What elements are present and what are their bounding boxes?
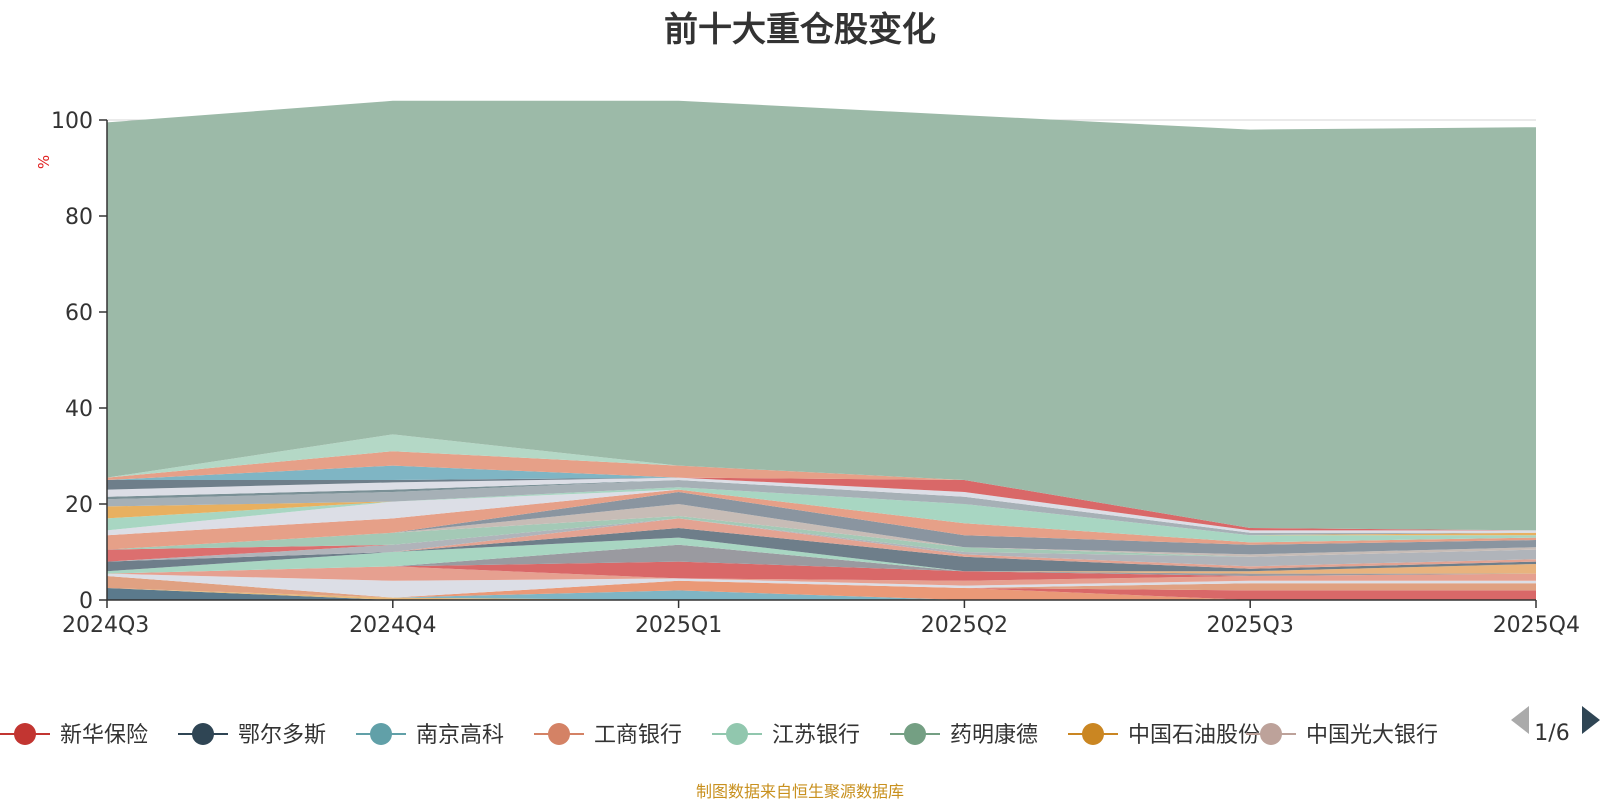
- area-band-21: [107, 487, 1536, 543]
- axes: 0 20 40 60 80 100 2024Q3 2024Q4 2025Q1 2025Q2 2025…: [51, 109, 1580, 638]
- y-tick-label: 100: [51, 109, 93, 134]
- area-series: [107, 100, 1536, 600]
- area-band-20: [107, 489, 1536, 543]
- legend-label: 药明康德: [950, 723, 1038, 748]
- legend-dot-marker: [1082, 723, 1104, 745]
- x-tick-label: 2025Q3: [1207, 613, 1294, 638]
- area-band-2: [107, 588, 1536, 600]
- area-band-7: [107, 566, 1536, 586]
- area-band-19: [107, 489, 1536, 550]
- area-band-18: [107, 492, 1536, 555]
- area-band-0: [107, 588, 1536, 600]
- x-tick-label: 2024Q3: [62, 613, 149, 638]
- area-band-4: [107, 580, 1536, 600]
- legend-next-arrow-icon[interactable]: [1582, 706, 1600, 734]
- area-band-12: [107, 528, 1536, 572]
- legend-label: 江苏银行: [772, 723, 860, 748]
- area-band-6: [107, 573, 1536, 598]
- legend-pager: 1/6: [1511, 706, 1600, 746]
- legend-dot-marker: [1260, 723, 1282, 745]
- area-band-8: [107, 561, 1536, 581]
- y-tick-label: 80: [65, 205, 93, 230]
- x-tick-label: 2025Q4: [1493, 613, 1580, 638]
- area-band-26: [107, 477, 1536, 531]
- y-tick-label: 20: [65, 493, 93, 518]
- x-tick-label: 2024Q4: [349, 613, 436, 638]
- legend-dot-marker: [14, 723, 36, 745]
- legend-item[interactable]: 新华保险: [0, 723, 148, 748]
- legend-label: 南京高科: [416, 723, 504, 748]
- legend-item[interactable]: 中国石油股份: [1068, 723, 1260, 748]
- x-tick-label: 2025Q2: [921, 613, 1008, 638]
- legend-label: 新华保险: [60, 723, 148, 748]
- area-band-3: [107, 580, 1536, 600]
- legend-item[interactable]: 工商银行: [534, 723, 682, 748]
- legend-item[interactable]: 药明康德: [890, 723, 1038, 748]
- y-axis-unit-label: %: [35, 155, 53, 169]
- legend-dot-marker: [192, 723, 214, 745]
- legend-dot-marker: [904, 723, 926, 745]
- legend-prev-arrow-icon[interactable]: [1511, 706, 1529, 734]
- y-tick-label: 40: [65, 397, 93, 422]
- y-tick-label: 0: [79, 589, 93, 614]
- area-band-14: [107, 518, 1536, 567]
- area-band-11: [107, 537, 1536, 574]
- data-source-note: 制图数据来自恒生聚源数据库: [695, 782, 904, 801]
- area-band-9: [107, 544, 1536, 576]
- area-band-31: [107, 100, 1536, 531]
- legend-label: 中国光大银行: [1306, 723, 1438, 748]
- area-band-23: [107, 480, 1536, 536]
- legend-label: 中国石油股份: [1128, 723, 1260, 748]
- area-band-5: [107, 576, 1536, 598]
- legend-label: 工商银行: [594, 723, 682, 748]
- legend-item[interactable]: 江苏银行: [712, 723, 860, 748]
- legend-page-indicator: 1/6: [1534, 721, 1569, 746]
- legend-item[interactable]: 南京高科: [356, 723, 504, 748]
- legend-label: 鄂尔多斯: [238, 723, 326, 748]
- area-band-16: [107, 516, 1536, 557]
- legend-dot-marker: [548, 723, 570, 745]
- area-band-17: [107, 504, 1536, 557]
- y-tick-label: 60: [65, 301, 93, 326]
- area-band-13: [107, 518, 1536, 569]
- area-band-27: [107, 477, 1536, 531]
- area-band-10: [107, 537, 1536, 574]
- legend: 新华保险 鄂尔多斯 南京高科 工商银行 江苏银行 药明康德 中国石油股份 中国光大银行: [0, 723, 1438, 748]
- legend-item[interactable]: 中国光大银行: [1246, 723, 1438, 748]
- legend-dot-marker: [370, 723, 392, 745]
- chart-title: 前十大重仓股变化: [664, 10, 936, 50]
- x-tick-label: 2025Q1: [635, 613, 722, 638]
- legend-dot-marker: [726, 723, 748, 745]
- legend-item[interactable]: 鄂尔多斯: [178, 723, 326, 748]
